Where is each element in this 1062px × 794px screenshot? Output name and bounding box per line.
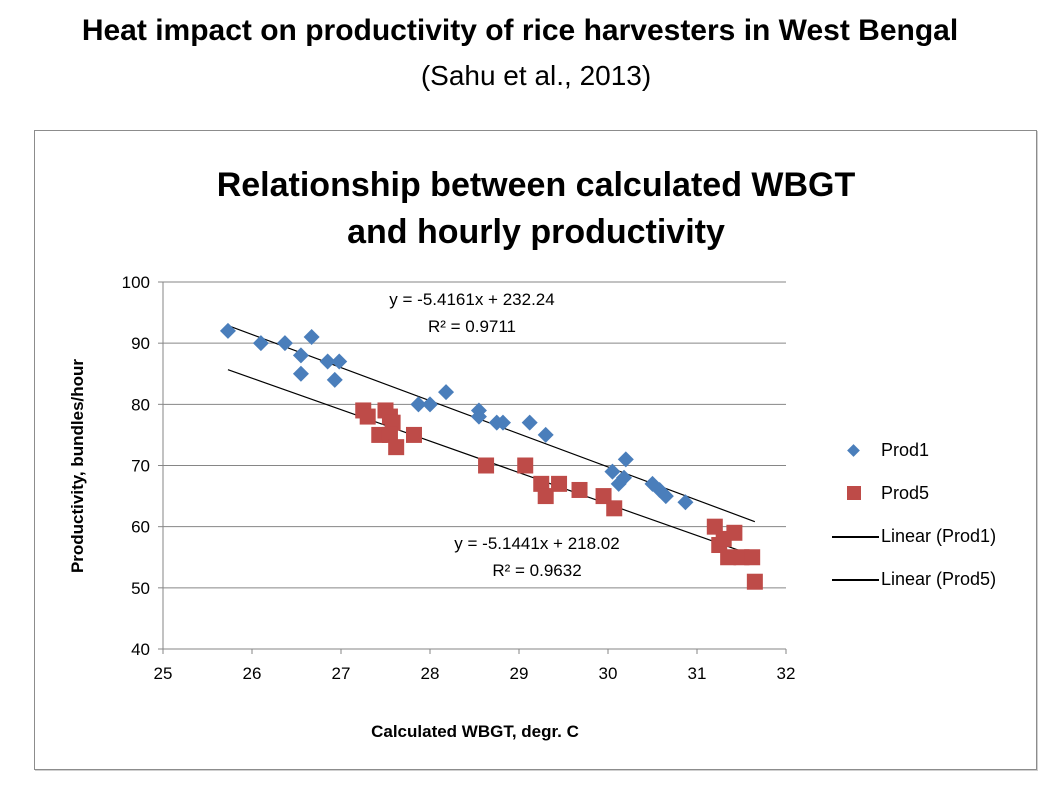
data-point-prod1 (616, 469, 633, 486)
data-point-prod5 (384, 414, 401, 431)
data-point-prod1 (537, 426, 554, 443)
y-tick-label: 70 (131, 457, 150, 476)
data-point-prod5 (744, 549, 761, 566)
data-point-prod5 (388, 439, 405, 456)
data-point-prod5 (726, 524, 743, 541)
x-tick-label: 28 (421, 664, 440, 683)
data-point-prod5 (533, 475, 550, 492)
data-point-prod5 (606, 500, 623, 517)
data-point-prod1 (331, 353, 348, 370)
x-tick-label: 25 (154, 664, 173, 683)
data-point-prod1 (292, 347, 309, 364)
data-point-prod1 (219, 322, 236, 339)
slide-title: Heat impact on productivity of rice harv… (81, 14, 959, 47)
data-point-prod5 (706, 518, 723, 535)
y-axis-label: Productivity, bundles/hour (68, 359, 87, 573)
diamond-marker-icon (847, 444, 860, 457)
legend-item-prod1: Prod1 (820, 435, 1035, 478)
x-tick-label: 29 (510, 664, 529, 683)
x-tick-label: 32 (777, 664, 796, 683)
line-marker-icon (832, 536, 879, 538)
data-point-prod5 (478, 457, 495, 474)
legend-item-linear-prod1: Linear (Prod1) (820, 521, 1035, 564)
square-marker-icon (847, 486, 861, 500)
data-point-prod5 (720, 549, 737, 566)
line-marker-icon (832, 579, 879, 581)
legend-label: Prod1 (881, 440, 930, 460)
legend-item-linear-prod5: Linear (Prod5) (820, 564, 1035, 607)
data-point-prod5 (537, 488, 554, 505)
data-point-prod5 (595, 488, 612, 505)
data-point-prod5 (517, 457, 534, 474)
data-point-prod1 (292, 365, 309, 382)
y-tick-label: 60 (131, 518, 150, 537)
x-tick-label: 30 (599, 664, 618, 683)
trend-equation-prod1: y = -5.4161x + 232.24 (389, 290, 554, 309)
chart-title-line1: Relationship between calculated WBGT (217, 166, 856, 204)
y-tick-label: 90 (131, 334, 150, 353)
legend-label: Linear (Prod1) (881, 526, 997, 546)
legend-label: Linear (Prod5) (881, 569, 997, 589)
data-point-prod1 (521, 414, 538, 431)
data-point-prod5 (359, 408, 376, 425)
trend-equation-prod5: y = -5.1441x + 218.02 (454, 534, 619, 553)
data-point-prod5 (381, 426, 398, 443)
data-point-prod5 (551, 475, 568, 492)
data-point-prod5 (571, 481, 588, 498)
data-point-prod1 (617, 451, 634, 468)
chart-title-line2: and hourly productivity (347, 213, 725, 251)
y-tick-label: 100 (122, 273, 150, 292)
chart-frame (34, 130, 1037, 770)
data-point-prod1 (438, 384, 455, 401)
data-point-prod5 (746, 573, 763, 590)
y-tick-label: 80 (131, 395, 150, 414)
data-point-prod1 (657, 488, 674, 505)
slide-subtitle: (Sahu et al., 2013) (420, 60, 652, 91)
legend: Prod1 Prod5 Linear (Prod1) Linear (Prod5… (820, 435, 1035, 607)
data-point-prod1 (303, 329, 320, 346)
data-point-prod1 (410, 396, 427, 413)
data-point-prod1 (276, 335, 293, 352)
x-tick-label: 31 (688, 664, 707, 683)
data-point-prod1 (252, 335, 269, 352)
x-tick-label: 26 (243, 664, 262, 683)
data-point-prod1 (494, 414, 511, 431)
legend-item-prod5: Prod5 (820, 478, 1035, 521)
x-tick-label: 27 (332, 664, 351, 683)
legend-label: Prod5 (881, 483, 930, 503)
data-point-prod1 (319, 353, 336, 370)
data-point-prod1 (470, 408, 487, 425)
trend-r2-prod1: R² = 0.9711 (428, 317, 516, 336)
trend-r2-prod5: R² = 0.9632 (492, 561, 581, 580)
data-point-prod1 (604, 463, 621, 480)
data-point-prod1 (677, 494, 694, 511)
x-axis-label: Calculated WBGT, degr. C (371, 722, 579, 741)
y-tick-label: 50 (131, 579, 150, 598)
y-tick-label: 40 (131, 640, 150, 659)
data-point-prod1 (326, 371, 343, 388)
data-point-prod5 (405, 426, 422, 443)
data-point-prod1 (422, 396, 438, 413)
